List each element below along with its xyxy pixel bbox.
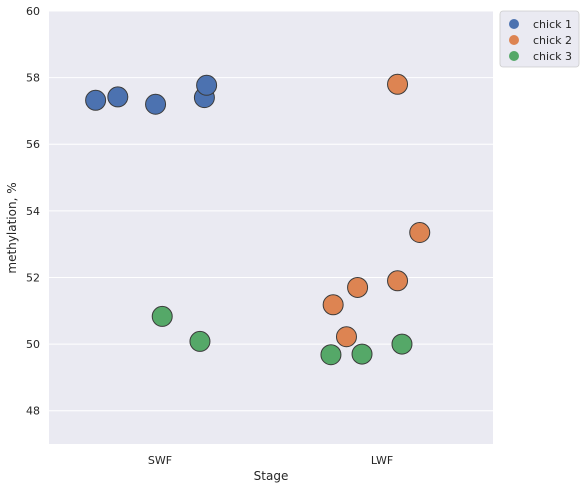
data-point [85, 89, 107, 111]
legend-label: chick 3 [533, 50, 572, 63]
x-tick-label: SWF [148, 454, 172, 467]
y-tick-label: 54 [26, 205, 40, 218]
data-point [387, 73, 409, 95]
data-point [391, 333, 413, 355]
data-point [145, 93, 167, 115]
data-point [335, 326, 357, 348]
y-tick-labels: 48 50 52 54 56 58 60 [26, 5, 40, 418]
data-point [196, 74, 218, 96]
y-tick-label: 58 [26, 72, 40, 85]
x-axis-label: Stage [254, 469, 289, 483]
legend-marker [509, 35, 519, 45]
y-axis-label: methylation, % [5, 182, 19, 273]
legend-marker [509, 19, 519, 29]
data-point [320, 344, 342, 366]
legend-marker [509, 51, 519, 61]
y-tick-label: 52 [26, 271, 40, 284]
data-point [347, 276, 369, 298]
x-tick-label: LWF [371, 454, 393, 467]
data-point [151, 305, 173, 327]
x-tick-labels: SWF LWF [148, 454, 393, 467]
data-point [107, 86, 129, 108]
grid-lines [49, 10, 493, 412]
legend-label: chick 1 [533, 18, 572, 31]
y-tick-label: 60 [26, 5, 40, 18]
y-tick-label: 48 [26, 405, 40, 418]
data-point [322, 294, 344, 316]
legend: chick 1 chick 2 chick 3 [499, 10, 580, 68]
data-point [409, 221, 431, 243]
y-tick-label: 50 [26, 338, 40, 351]
legend-label: chick 2 [533, 34, 572, 47]
y-tick-label: 56 [26, 138, 40, 151]
data-point [387, 270, 409, 292]
legend-frame [499, 10, 580, 68]
data-points [85, 73, 431, 366]
data-point [189, 330, 211, 352]
data-point [351, 343, 373, 365]
